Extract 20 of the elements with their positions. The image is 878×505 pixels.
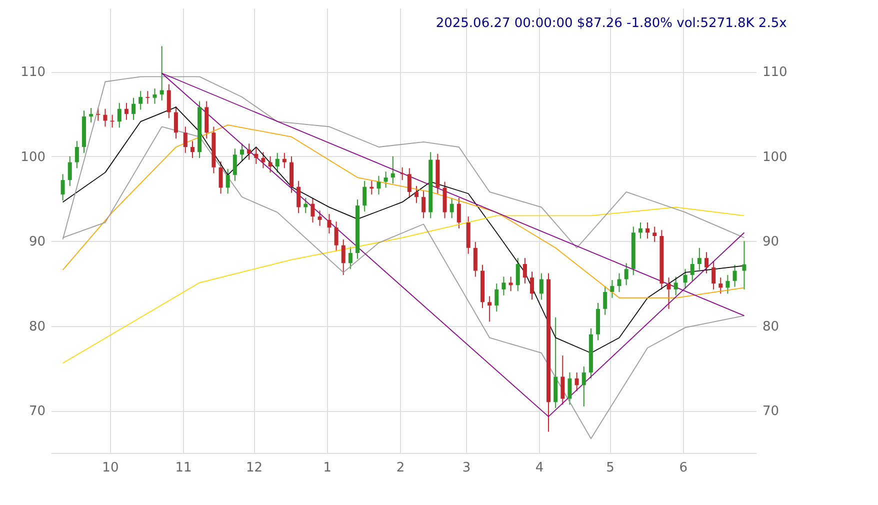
x-tick-label: 6 [679, 460, 688, 476]
x-tick-label: 12 [246, 460, 263, 476]
x-tick-label: 2 [396, 460, 405, 476]
y-tick-label: 100 [20, 150, 46, 165]
y2-tick-label: 80 [762, 319, 780, 334]
x-tick-label: 5 [606, 460, 614, 476]
y2-tick-label: 90 [762, 234, 780, 250]
y2-tick-label: 100 [762, 150, 788, 165]
y-tick-label: 90 [28, 234, 46, 250]
text: 2025.06.27 00:00:00 $87.26 -1.80% vol:5271.8K 2.5x [436, 16, 788, 31]
y-tick-label: 80 [28, 319, 46, 334]
x-tick-label: 10 [102, 460, 119, 476]
y2-tick-label: 110 [762, 65, 788, 80]
y-tick-label: 70 [28, 404, 46, 420]
x-tick-label: 11 [175, 460, 192, 476]
y-tick-label: 110 [20, 65, 46, 80]
y2-tick-label: 70 [762, 404, 780, 420]
x-tick-label: 3 [462, 460, 471, 476]
x-tick-label: 4 [535, 460, 544, 476]
x-tick-label: 1 [323, 460, 332, 476]
